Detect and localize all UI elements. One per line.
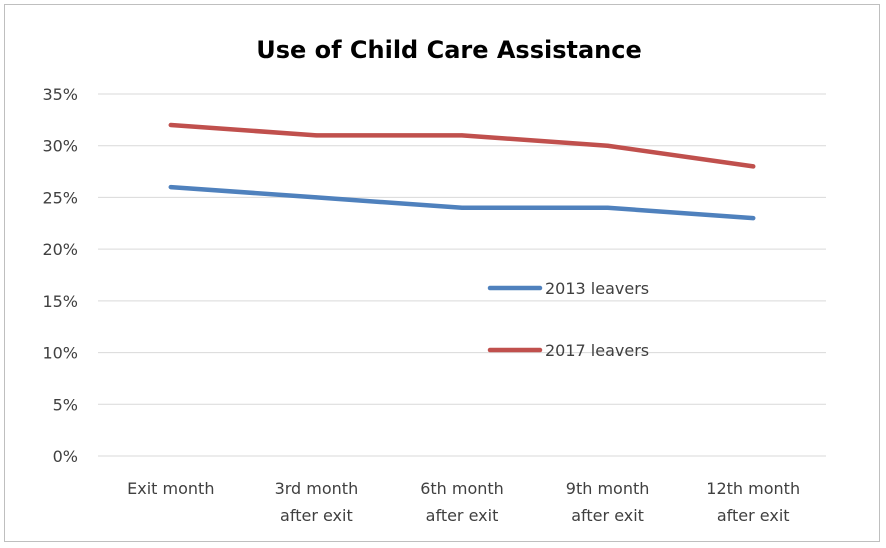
x-tick-label: 3rd month [275, 479, 359, 498]
legend-label: 2013 leavers [545, 279, 649, 298]
y-tick-label: 30% [42, 137, 78, 156]
data-point [605, 143, 610, 148]
y-tick-label: 0% [53, 447, 78, 466]
data-point [460, 205, 464, 210]
series-line-2013-leavers [168, 184, 756, 221]
x-tick-label: 12th month [706, 479, 800, 498]
data-point [168, 185, 173, 190]
x-tick-label: after exit [717, 506, 790, 525]
chart-title: Use of Child Care Assistance [256, 36, 642, 64]
data-point [605, 205, 610, 210]
data-point [460, 133, 464, 138]
data-point [314, 195, 319, 200]
x-tick-label: 6th month [420, 479, 504, 498]
data-point [751, 164, 756, 169]
x-tick-label: 9th month [566, 479, 650, 498]
y-tick-label: 20% [42, 240, 78, 259]
x-tick-label: after exit [426, 506, 499, 525]
x-tick-label: after exit [280, 506, 353, 525]
legend-label: 2017 leavers [545, 341, 649, 360]
x-tick-label: after exit [571, 506, 644, 525]
data-point [168, 123, 173, 128]
y-tick-label: 10% [42, 344, 78, 363]
x-tick-label: Exit month [127, 479, 214, 498]
data-point [314, 133, 319, 138]
y-tick-label: 5% [53, 395, 78, 414]
y-tick-label: 35% [42, 85, 78, 104]
y-tick-label: 15% [42, 292, 78, 311]
y-tick-label: 25% [42, 188, 78, 207]
data-point [751, 216, 756, 221]
